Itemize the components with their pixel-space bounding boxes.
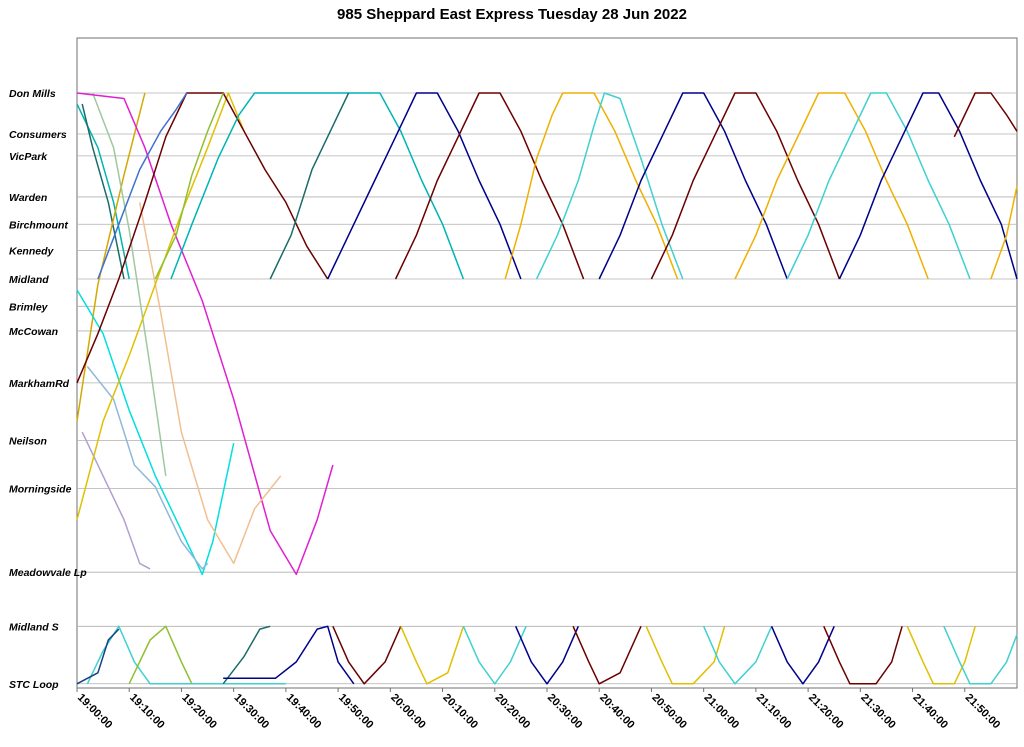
trip-line-17: [504, 92, 679, 280]
trip-line-41: [943, 625, 1018, 685]
trip-line-38: [770, 625, 835, 685]
time-label: 21:50:00: [963, 692, 1003, 732]
trip-line-40: [906, 625, 976, 685]
time-label: 20:50:00: [649, 692, 689, 732]
trip-line-7: [81, 431, 151, 570]
time-label: 20:10:00: [440, 692, 480, 732]
trip-line-11: [97, 92, 188, 280]
trip-line-3: [91, 92, 167, 477]
stop-label: Consumers: [9, 129, 67, 141]
time-label: 19:20:00: [179, 692, 219, 732]
stop-label: VicPark: [9, 151, 48, 163]
time-label: 19:40:00: [284, 692, 324, 732]
trip-line-13: [170, 92, 465, 280]
trip-line-32: [400, 625, 465, 685]
stop-label: Neilson: [9, 435, 47, 447]
time-label: 19:30:00: [232, 692, 272, 732]
time-label: 20:00:00: [388, 692, 428, 732]
trip-line-8: [86, 366, 209, 570]
trip-line-30: [223, 625, 355, 685]
trip-line-20: [650, 92, 841, 280]
time-label: 20:40:00: [597, 692, 637, 732]
stop-label: Brimley: [9, 301, 49, 313]
trip-line-1: [81, 103, 125, 280]
stop-label: Warden: [9, 192, 47, 204]
trip-line-35: [572, 625, 642, 685]
trip-line-22: [786, 92, 971, 280]
series-lines: [76, 92, 1018, 685]
time-label: 20:30:00: [545, 692, 585, 732]
stop-label: McCowan: [9, 326, 58, 338]
time-label: 21:40:00: [910, 692, 950, 732]
trip-line-16: [394, 92, 585, 280]
time-label: 19:00:00: [75, 692, 115, 732]
time-label: 19:10:00: [127, 692, 167, 732]
trip-line-36: [645, 625, 726, 685]
stop-label: Birchmount: [9, 219, 68, 231]
trip-line-10: [76, 92, 329, 384]
trip-line-19: [598, 92, 788, 280]
time-label: 20:20:00: [493, 692, 533, 732]
trip-line-2: [76, 92, 146, 422]
trip-line-39: [823, 625, 903, 685]
trip-line-37: [703, 625, 773, 685]
trip-line-26: [86, 625, 286, 685]
stop-label: Meadowvale Lp: [9, 567, 87, 579]
trip-line-28: [128, 625, 193, 685]
trip-line-31: [332, 625, 402, 685]
trip-line-9: [76, 92, 245, 520]
trip-line-24: [953, 92, 1018, 138]
trip-line-5: [76, 289, 235, 576]
chart-title: 985 Sheppard East Express Tuesday 28 Jun…: [337, 6, 687, 23]
time-label: 21:20:00: [806, 692, 846, 732]
trip-line-27: [76, 628, 120, 685]
trip-line-25: [990, 185, 1018, 280]
time-labels: 19:00:00 19:10:00 19:20:00 19:30:00 19:40:00…: [75, 688, 1002, 731]
trip-line-15: [327, 92, 522, 280]
trip-line-33: [462, 625, 527, 685]
stop-label: Kennedy: [9, 246, 55, 258]
plot-area-border: [76, 37, 1018, 689]
trip-line-6: [138, 202, 282, 565]
time-label: 21:30:00: [858, 692, 898, 732]
time-label: 21:00:00: [702, 692, 742, 732]
stop-label: MarkhamRd: [9, 378, 70, 390]
stop-labels: Don Mills Consumers VicPark Warden Birchmoun…: [9, 88, 87, 691]
trip-line-21: [734, 92, 929, 280]
trip-line-4: [76, 92, 334, 576]
stop-label: Don Mills: [9, 88, 56, 100]
time-label: 19:50:00: [336, 692, 376, 732]
trip-line-14: [269, 92, 350, 280]
trip-line-12: [154, 92, 224, 280]
stop-label: STC Loop: [9, 679, 59, 691]
stop-label: Midland S: [9, 621, 59, 633]
stop-label: Morningside: [9, 483, 72, 495]
stop-label: Midland: [9, 274, 49, 286]
time-label: 21:10:00: [754, 692, 794, 732]
trip-line-23: [838, 92, 1018, 280]
trip-line-29: [222, 625, 271, 685]
trip-line-34: [515, 625, 579, 685]
trip-line-18: [535, 92, 684, 280]
